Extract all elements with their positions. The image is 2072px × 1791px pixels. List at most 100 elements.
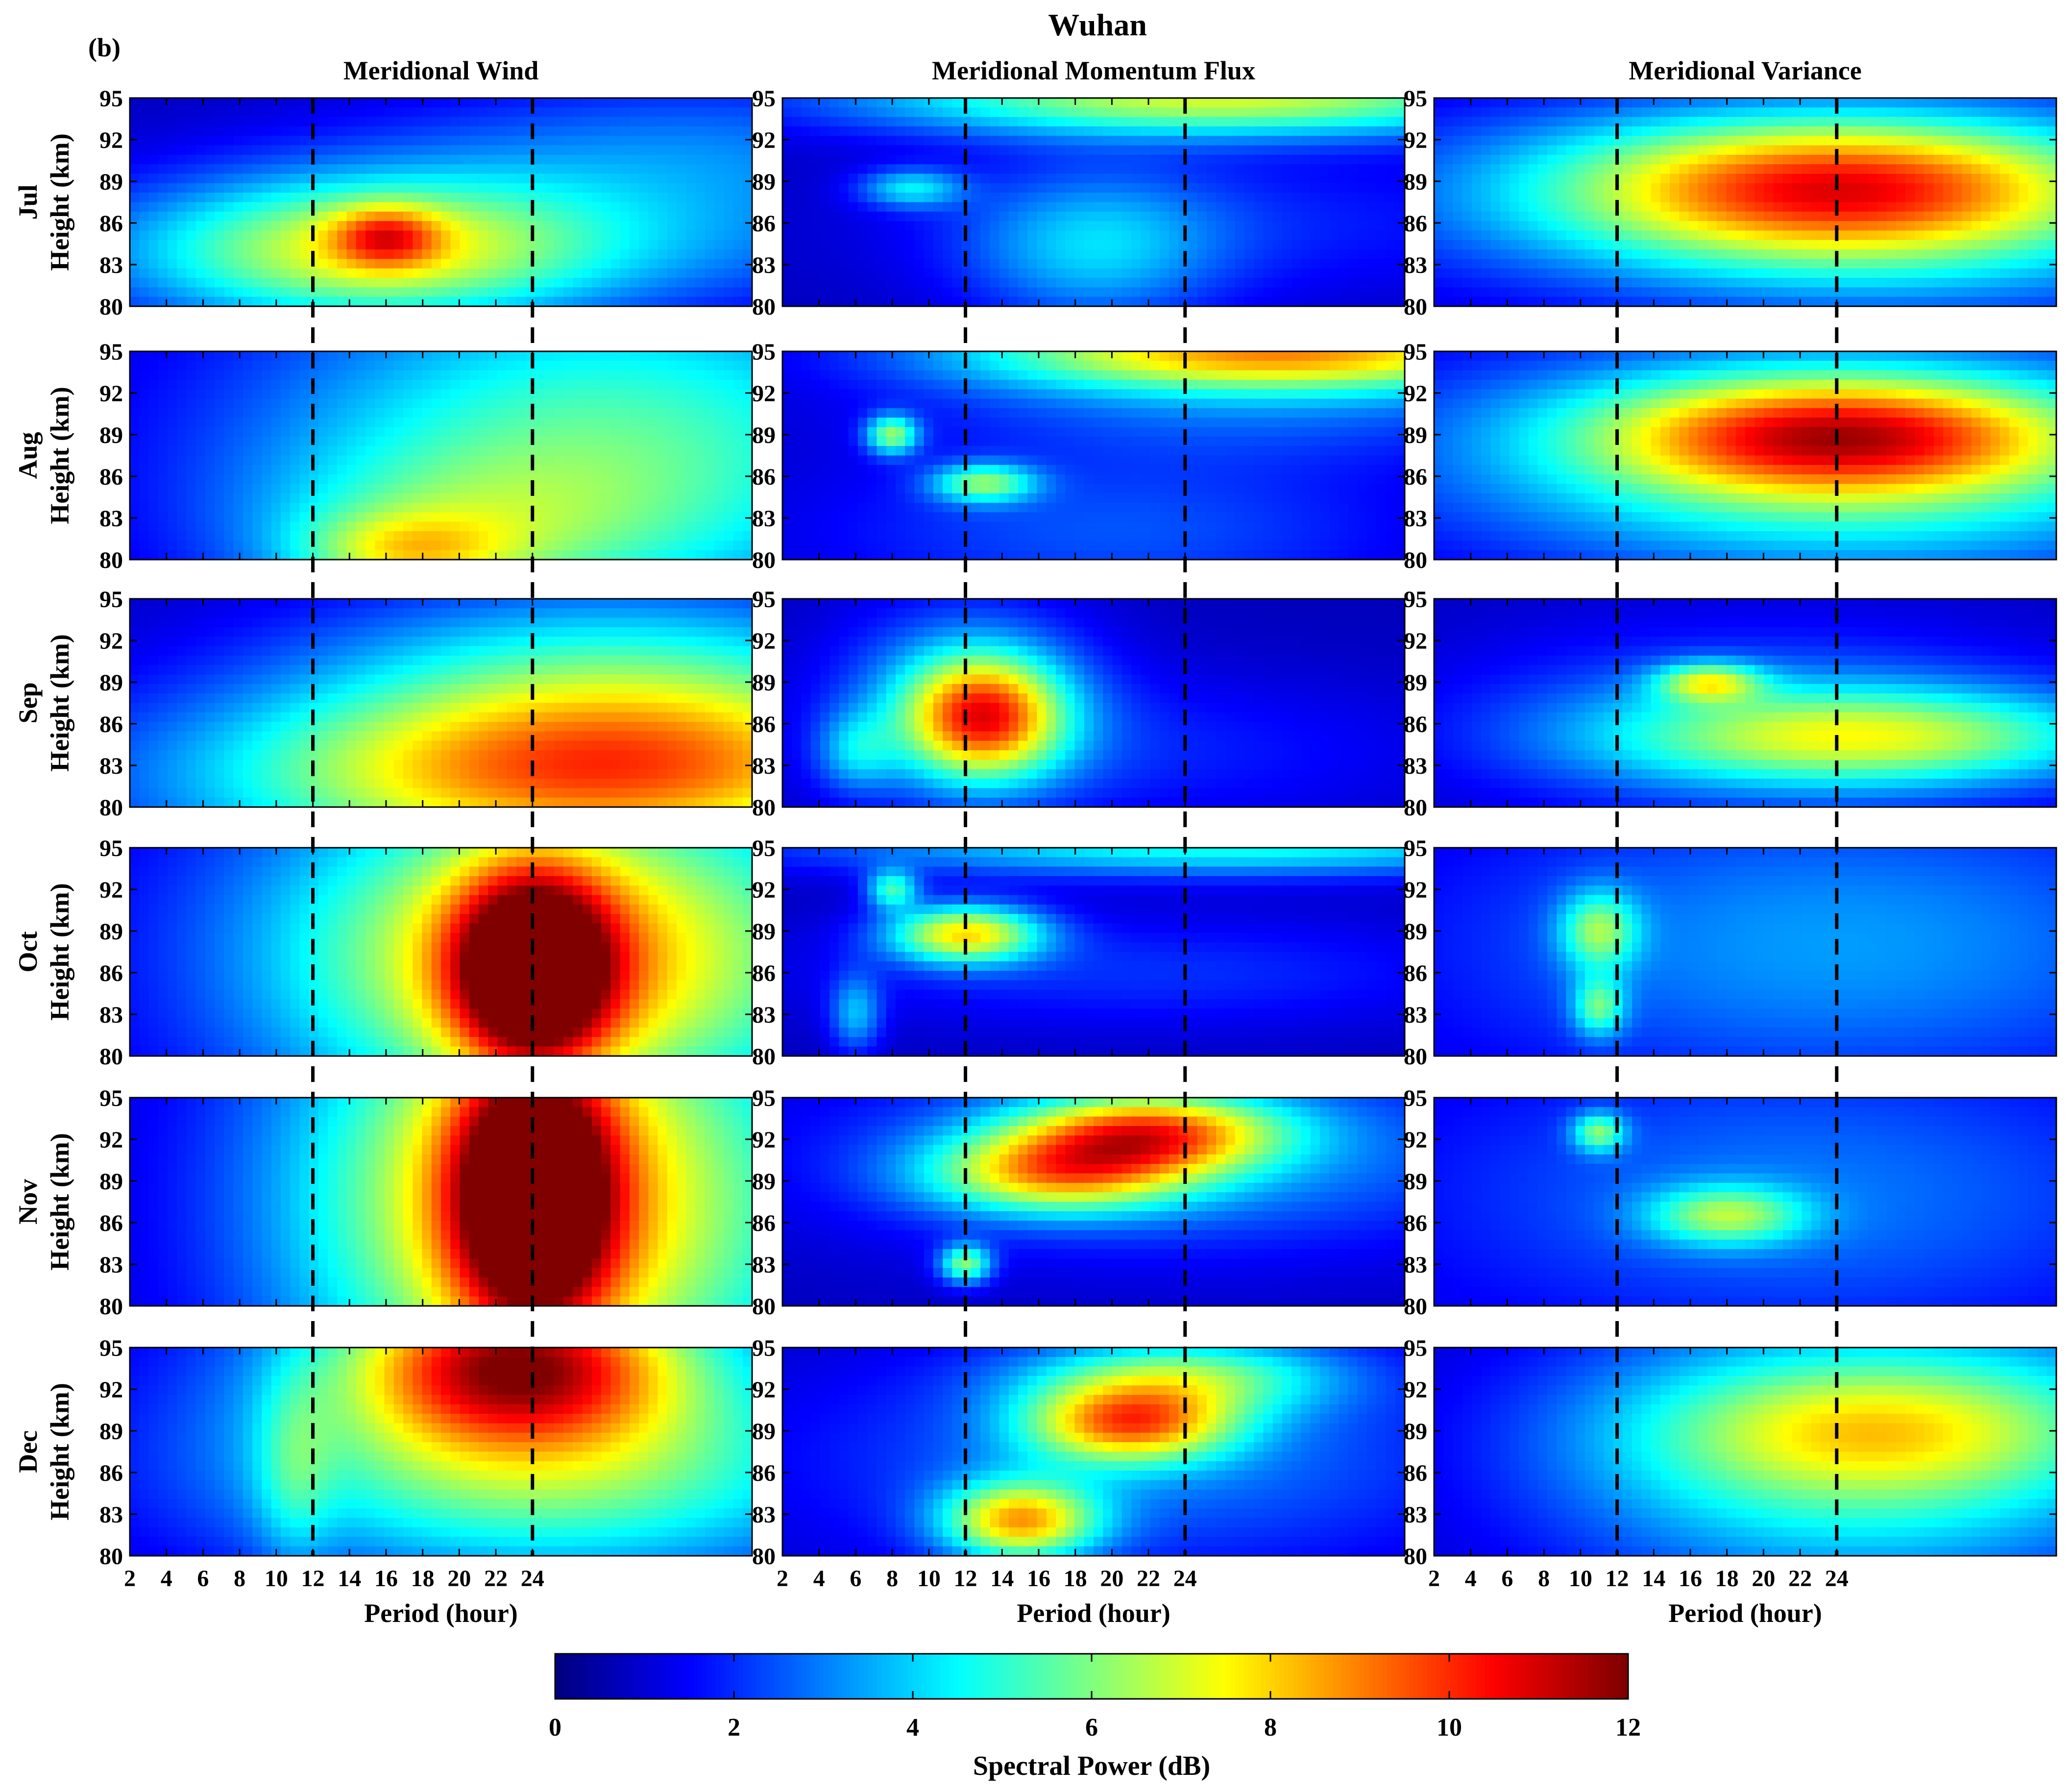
heatmap-cell <box>460 193 470 203</box>
heatmap-cell <box>914 221 925 231</box>
heatmap-cell <box>1471 117 1482 127</box>
heatmap-cell <box>1858 296 1868 306</box>
heatmap-cell <box>1216 98 1226 108</box>
heatmap-cell <box>886 230 896 241</box>
heatmap-cell <box>848 126 858 137</box>
heatmap-cell <box>782 240 793 250</box>
heatmap-cell <box>139 98 149 108</box>
heatmap-cell <box>215 202 225 212</box>
heatmap-cell <box>1046 154 1056 165</box>
heatmap-cell <box>686 107 696 118</box>
heatmap-cell <box>158 126 168 137</box>
heatmap-cell <box>299 173 310 184</box>
heatmap-cell <box>460 136 470 146</box>
heatmap-cell <box>1074 145 1085 155</box>
heatmap-cell <box>1188 107 1198 118</box>
heatmap-cell <box>1065 296 1075 306</box>
heatmap-cell <box>1141 230 1151 241</box>
heatmap-cell <box>782 278 793 288</box>
heatmap-cell <box>914 259 925 269</box>
heatmap-cell <box>1962 107 1972 118</box>
heatmap-cell <box>1707 183 1718 193</box>
heatmap-cell <box>1188 173 1198 184</box>
heatmap-cell <box>1112 202 1122 212</box>
heatmap-cell <box>1500 117 1510 127</box>
heatmap-cell <box>167 287 178 297</box>
heatmap-cell <box>1367 287 1377 297</box>
heatmap-cell <box>971 107 981 118</box>
heatmap-cell <box>1886 183 1897 193</box>
heatmap-cell <box>139 531 149 541</box>
heatmap-cell <box>177 278 187 288</box>
heatmap-cell <box>1622 211 1633 221</box>
heatmap-cell <box>733 287 743 297</box>
heatmap-cell <box>1490 211 1501 221</box>
heatmap-cell <box>1027 268 1038 278</box>
heatmap-cell <box>1755 117 1765 127</box>
heatmap-cell <box>801 296 811 306</box>
heatmap-cell <box>215 427 225 437</box>
heatmap-cell <box>1037 164 1047 174</box>
heatmap-cell <box>1121 202 1132 212</box>
heatmap-cell <box>290 173 300 184</box>
heatmap-cell <box>1509 296 1519 306</box>
heatmap-cell <box>1367 154 1377 165</box>
heatmap-cell <box>658 296 668 306</box>
heatmap-cell <box>469 126 479 137</box>
heatmap-cell <box>648 202 658 212</box>
heatmap-cell <box>1622 240 1633 250</box>
heatmap-cell <box>1018 164 1028 174</box>
heatmap-cell <box>1235 107 1245 118</box>
heatmap-cell <box>1707 164 1718 174</box>
heatmap-cell <box>422 230 432 241</box>
heatmap-cell <box>1717 240 1727 250</box>
heatmap-cell <box>1886 117 1897 127</box>
heatmap-cell <box>1566 230 1576 241</box>
heatmap-cell <box>243 455 253 466</box>
heatmap-cell <box>877 193 887 203</box>
heatmap-cell <box>914 249 925 260</box>
heatmap-cell <box>714 193 725 203</box>
heatmap-cell <box>1121 107 1132 118</box>
heatmap-cell <box>857 259 868 269</box>
heatmap-cell <box>356 136 366 146</box>
heatmap-cell <box>1206 259 1217 269</box>
heatmap-cell <box>1547 193 1557 203</box>
heatmap-cell <box>610 145 621 155</box>
heatmap-cell <box>1244 173 1254 184</box>
heatmap-cell <box>1310 240 1320 250</box>
heatmap-cell <box>1357 296 1367 306</box>
heatmap-cell <box>535 268 545 278</box>
heatmap-cell <box>215 230 225 241</box>
heatmap-cell <box>1084 173 1094 184</box>
heatmap-cell <box>158 550 168 560</box>
heatmap-cell <box>1169 259 1179 269</box>
heatmap-cell <box>1641 221 1652 231</box>
heatmap-cell <box>233 164 244 174</box>
heatmap-cell <box>1348 164 1358 174</box>
heatmap-cell <box>905 278 915 288</box>
heatmap-cell <box>1849 287 1859 297</box>
heatmap-cell <box>337 465 347 475</box>
heatmap-cell <box>933 278 943 288</box>
heatmap-cell <box>346 249 357 260</box>
heatmap-cell <box>1046 117 1056 127</box>
heatmap-cell <box>393 278 404 288</box>
heatmap-cell <box>582 221 592 231</box>
heatmap-cell <box>1367 296 1377 306</box>
heatmap-cell <box>820 202 830 212</box>
heatmap-cell <box>686 202 696 212</box>
heatmap-cell <box>990 240 1000 250</box>
heatmap-cell <box>139 389 149 399</box>
heatmap-cell <box>1641 136 1652 146</box>
heatmap-cell <box>318 427 328 437</box>
heatmap-cell <box>1254 202 1264 212</box>
heatmap-cell <box>1999 278 2010 288</box>
heatmap-cell <box>1244 240 1254 250</box>
heatmap-cell <box>252 427 263 437</box>
heatmap-cell <box>848 183 858 193</box>
heatmap-cell <box>1641 249 1652 260</box>
heatmap-cell <box>1008 287 1019 297</box>
heatmap-cell <box>507 221 517 231</box>
